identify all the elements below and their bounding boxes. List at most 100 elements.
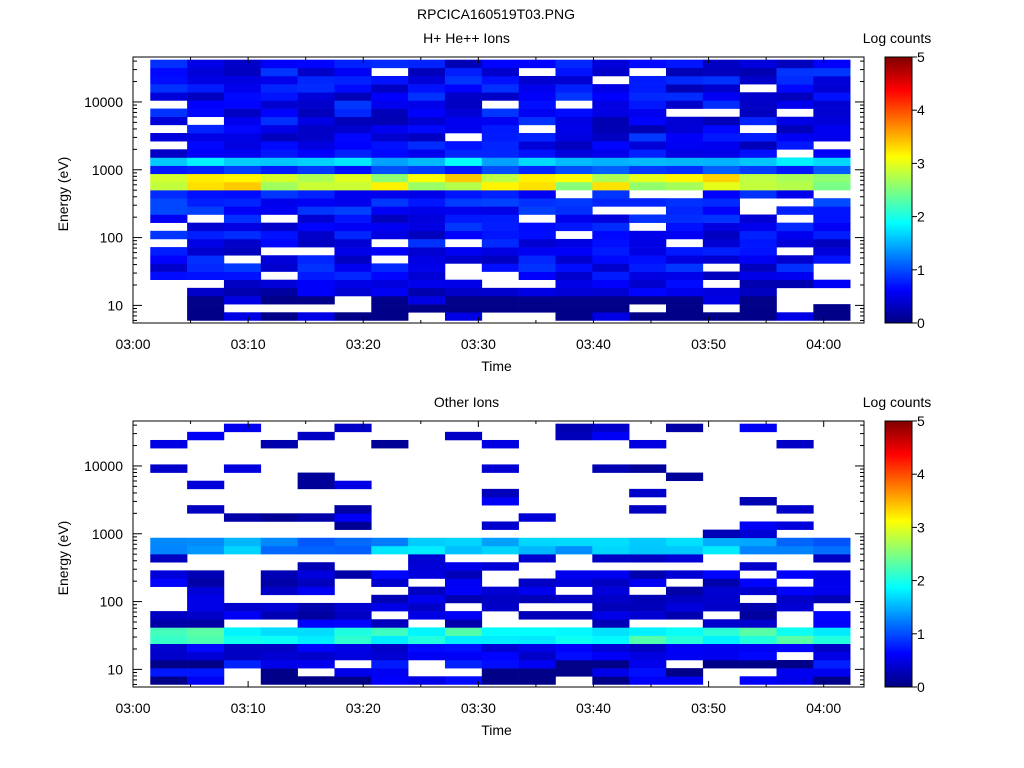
heatmap-cell [150, 651, 188, 661]
heatmap-cell [776, 75, 814, 85]
colorbar-tick-label: 0 [917, 679, 925, 695]
heatmap-cell [371, 659, 409, 669]
heatmap-cell [260, 157, 298, 166]
heatmap-cell [334, 521, 372, 530]
heatmap-cell [150, 206, 188, 215]
heatmap-cell [481, 149, 519, 158]
heatmap-cell [518, 133, 556, 142]
heatmap-cell [334, 255, 372, 264]
heatmap-cell [776, 668, 814, 677]
heatmap-cell [297, 545, 335, 555]
heatmap-cell [260, 190, 298, 199]
heatmap-cell [408, 643, 446, 653]
heatmap-cell [481, 627, 519, 636]
heatmap-cell [481, 116, 519, 126]
heatmap-cell [223, 165, 262, 175]
heatmap-cell [223, 59, 262, 69]
heatmap-cell [555, 124, 593, 134]
heatmap-cell [444, 124, 483, 134]
heatmap-cell [592, 570, 630, 579]
heatmap-cell [334, 124, 372, 134]
heatmap-cells [150, 59, 851, 321]
heatmap-cell [371, 165, 409, 175]
heatmap-cell [629, 668, 667, 677]
heatmap-cell [334, 116, 372, 126]
heatmap-cell [408, 133, 446, 142]
heatmap-cell [408, 279, 446, 289]
heatmap-cell [555, 643, 593, 653]
heatmap-cell [629, 635, 667, 644]
heatmap-cell [629, 439, 667, 449]
heatmap-cell [629, 133, 667, 142]
heatmap-cell [371, 594, 409, 604]
heatmap-cell [776, 190, 814, 199]
heatmap-cell [666, 594, 704, 604]
y-axis-label: Energy (eV) [55, 157, 71, 232]
heatmap-cell [444, 619, 483, 628]
heatmap-cell [666, 676, 704, 685]
heatmap-cell [408, 570, 446, 579]
heatmap-cell [481, 464, 519, 473]
heatmap-cell [813, 124, 851, 134]
heatmap-cell [223, 271, 262, 280]
heatmap-cell [739, 181, 777, 191]
heatmap-cell [444, 108, 483, 118]
heatmap-cell [408, 84, 446, 93]
heatmap-cell [297, 108, 335, 118]
heatmap-cell [555, 578, 593, 587]
heatmap-cell [776, 67, 814, 77]
heatmap-cell [223, 659, 262, 669]
heatmap-cell [629, 214, 667, 223]
heatmap-cell [555, 84, 593, 93]
heatmap-cell [813, 619, 851, 628]
heatmap-cell [334, 149, 372, 158]
heatmap-cell [592, 133, 630, 142]
heatmap-cell [739, 165, 777, 175]
heatmap-cell [666, 100, 704, 109]
heatmap-cell [371, 570, 409, 579]
heatmap-cell [629, 198, 667, 207]
heatmap-cell [223, 279, 262, 289]
heatmap-cell [297, 287, 335, 297]
heatmap-cell [223, 92, 262, 101]
x-tick-label: 03:00 [115, 336, 150, 352]
colorbar-tick-label: 3 [917, 155, 925, 171]
heatmap-cell [592, 586, 630, 596]
heatmap-cell [555, 545, 593, 555]
heatmap-cell [666, 67, 704, 77]
colorbar-tick-label: 1 [917, 262, 925, 278]
heatmap-cell [518, 627, 556, 636]
heatmap-cell [334, 602, 372, 612]
heatmap-cell [776, 116, 814, 126]
heatmap-cell [739, 586, 777, 596]
heatmap-cell [739, 238, 777, 248]
heatmap-cell [555, 141, 593, 150]
heatmap-cell [592, 149, 630, 158]
heatmap-cell [297, 295, 335, 305]
heatmap-cell [813, 238, 851, 248]
heatmap-cell [813, 198, 851, 207]
heatmap-cell [371, 668, 409, 677]
heatmap-cell [481, 222, 519, 232]
heatmap-cell [518, 59, 556, 69]
heatmap-cell [555, 222, 593, 232]
heatmap-cell [223, 141, 262, 150]
heatmap-cell [518, 263, 556, 272]
heatmap-cell [260, 59, 298, 69]
heatmap-cell [150, 578, 188, 587]
heatmap-cell [666, 124, 704, 134]
heatmap-cell [739, 619, 777, 628]
heatmap-cell [555, 238, 593, 248]
heatmap-cell [813, 133, 851, 142]
heatmap-cell [739, 676, 777, 685]
heatmap-cell [481, 562, 519, 571]
heatmap-cell [739, 133, 777, 142]
heatmap-cell [408, 287, 446, 297]
heatmap-cell [702, 594, 740, 604]
figure-title: RPCICA160519T03.PNG [417, 6, 575, 22]
heatmap-cell [518, 238, 556, 248]
colorbar-tick-label: 3 [917, 519, 925, 535]
heatmap-cell [223, 108, 262, 118]
heatmap-cell [408, 124, 446, 134]
heatmap-cell [150, 247, 188, 256]
